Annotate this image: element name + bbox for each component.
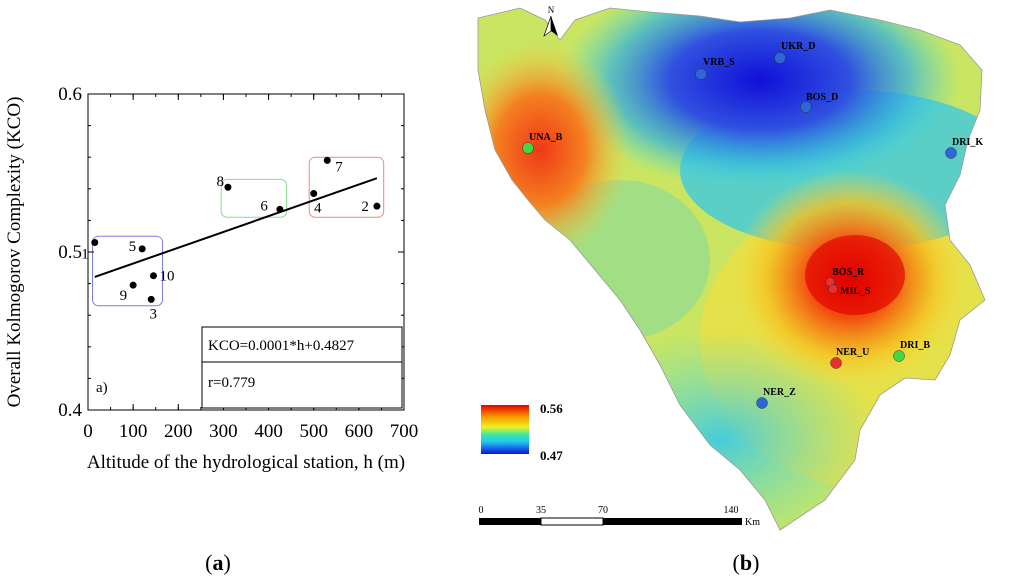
- y-axis-title: Overall Kolmogorov Complexity (KCO): [4, 97, 25, 408]
- station-marker: [800, 101, 812, 113]
- station-ner-z: NER_Z: [756, 387, 796, 409]
- x-tick-label: 300: [209, 421, 238, 442]
- x-tick-label: 400: [254, 421, 283, 442]
- station-dri-k: DRI_K: [945, 137, 983, 159]
- correlation-value: r=0.779: [208, 375, 255, 391]
- panel-b-caption: (b): [733, 550, 760, 575]
- point-8: [224, 183, 232, 191]
- station-label: DRI_B: [900, 340, 930, 351]
- point-label-6: 6: [260, 198, 268, 214]
- point-6: [276, 205, 284, 213]
- station-label: UKR_D: [781, 41, 815, 52]
- scale-tick-35: 35: [536, 505, 546, 516]
- group-box-3: [308, 156, 385, 218]
- station-label: DRI_K: [952, 137, 983, 148]
- point-4: [310, 190, 318, 198]
- x-axis: 0 100 200 300 400 500 600 700: [83, 94, 418, 442]
- panel-b-letter: b: [740, 550, 752, 575]
- station-bos-d: BOS_D: [800, 92, 838, 113]
- scale-bar: 0 35 70 140 Km: [479, 505, 761, 528]
- station-marker: [774, 52, 786, 64]
- station-label: UNA_B: [529, 132, 563, 143]
- x-tick-label: 700: [390, 421, 419, 442]
- point-label-7: 7: [335, 159, 343, 175]
- station-una-b: UNA_B: [522, 132, 563, 154]
- point-label-8: 8: [216, 174, 224, 190]
- station-label: BOS_D: [806, 92, 838, 103]
- north-arrow-icon: N: [543, 5, 558, 37]
- x-tick-label: 600: [345, 421, 374, 442]
- point-label-9: 9: [120, 288, 128, 304]
- map-outline: [477, 7, 986, 531]
- scale-tick-70: 70: [598, 505, 608, 516]
- y-tick-label: 0.6: [58, 84, 82, 105]
- station-label: VRB_S: [703, 57, 735, 68]
- point-label-2: 2: [361, 199, 369, 215]
- station-marker: [522, 142, 534, 154]
- x-tick-label: 100: [119, 421, 148, 442]
- scale-unit: Km: [745, 517, 760, 528]
- group-boxes: [92, 156, 385, 307]
- point-5: [138, 245, 146, 253]
- point-label-5: 5: [129, 239, 137, 255]
- station-mil-s: MIL_S: [828, 284, 871, 297]
- point-label-4: 4: [314, 201, 322, 217]
- group-box-2: [220, 178, 288, 218]
- panel-label: a): [96, 380, 108, 396]
- color-legend: 0.56 0.47: [481, 401, 563, 463]
- scale-tick-0: 0: [479, 505, 484, 516]
- station-label: MIL_S: [840, 286, 871, 297]
- data-points: 1 2 3 4 5 6 7 8 9 10: [81, 156, 381, 322]
- legend-min-label: 0.47: [540, 448, 563, 463]
- station-ukr-d: UKR_D: [774, 41, 815, 64]
- legend-max-label: 0.56: [540, 401, 563, 416]
- point-10: [149, 272, 157, 280]
- point-3: [147, 295, 155, 303]
- kco-map: N UKR_D VRB_S BOS_D UNA_B DRI_K BOS_R: [477, 5, 986, 531]
- north-label: N: [548, 5, 555, 15]
- point-9: [129, 281, 137, 289]
- station-ner-u: NER_U: [830, 347, 869, 369]
- station-marker: [695, 68, 707, 80]
- station-marker: [756, 397, 768, 409]
- y-tick-label: 0.4: [58, 400, 82, 421]
- point-label-10: 10: [159, 269, 174, 285]
- y-axis: 0.4 0.5 0.6: [58, 84, 404, 421]
- point-2: [373, 202, 381, 210]
- station-marker: [945, 147, 957, 159]
- station-marker: [830, 357, 842, 369]
- x-axis-title: Altitude of the hydrological station, h …: [87, 452, 405, 473]
- panel-a-caption: (a): [205, 550, 231, 575]
- equation-box: [201, 326, 403, 409]
- regression-line: [94, 177, 378, 278]
- regression-equation: KCO=0.0001*h+0.4827: [208, 338, 355, 354]
- point-1: [91, 239, 99, 247]
- x-tick-label: 200: [164, 421, 193, 442]
- station-vrb-s: VRB_S: [695, 57, 735, 80]
- station-label: NER_Z: [763, 387, 796, 398]
- station-marker: [828, 284, 838, 294]
- scale-tick-140: 140: [724, 505, 739, 516]
- scatter-chart: 0.4 0.5 0.6 0 100 200 300 400 500 600 700 1 2 3 4 5 6 7…: [4, 84, 418, 473]
- x-tick-label: 500: [299, 421, 328, 442]
- station-label: NER_U: [836, 347, 869, 358]
- point-7: [323, 156, 331, 164]
- x-tick-label: 0: [83, 421, 93, 442]
- station-label: BOS_R: [832, 267, 865, 278]
- point-label-1: 1: [81, 247, 89, 263]
- station-dri-b: DRI_B: [893, 340, 930, 362]
- panel-a-letter: a: [213, 550, 224, 575]
- point-label-3: 3: [149, 306, 157, 322]
- y-tick-label: 0.5: [58, 242, 82, 263]
- group-box-1: [92, 235, 163, 307]
- station-marker: [893, 350, 905, 362]
- legend-ramp: [481, 405, 529, 454]
